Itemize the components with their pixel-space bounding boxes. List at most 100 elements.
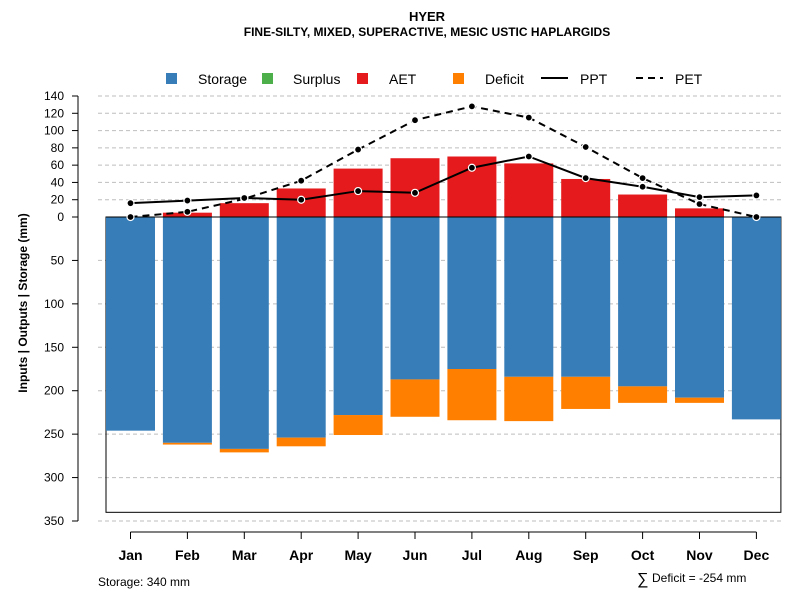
y-tick-label: 60 <box>51 158 65 172</box>
x-tick-label-jul: Jul <box>462 547 482 563</box>
x-tick-label-nov: Nov <box>686 547 713 563</box>
x-tick-label-dec: Dec <box>744 547 770 563</box>
deficit-bar-jul <box>447 369 497 421</box>
pet-point-apr <box>297 176 306 185</box>
aet-bar-nov <box>675 208 724 217</box>
ppt-point-may <box>354 186 363 196</box>
aet-bar-sep <box>561 178 611 217</box>
storage-bar-may <box>333 217 383 416</box>
storage-note: Storage: 340 mm <box>98 575 190 589</box>
storage-bar-nov <box>675 217 724 398</box>
y-tick-label: 200 <box>44 384 64 398</box>
deficit-sum-symbol: ∑ <box>637 571 648 588</box>
y-tick-label: 300 <box>44 471 64 485</box>
x-tick-label-may: May <box>344 547 371 563</box>
deficit-note: Deficit = -254 mm <box>652 571 746 585</box>
storage-bar-jun <box>390 217 440 380</box>
chart-title: HYER <box>409 9 446 24</box>
y-tick-label: 80 <box>51 141 65 155</box>
legend-label-storage: Storage <box>198 71 247 87</box>
lines-group <box>126 102 761 222</box>
x-tick-label-feb: Feb <box>175 547 200 563</box>
legend-label-surplus: Surplus <box>293 71 340 87</box>
ppt-point-jul <box>467 163 476 172</box>
ppt-point-nov <box>695 193 704 202</box>
storage-bar-apr <box>276 217 326 438</box>
legend-label-deficit: Deficit <box>485 71 524 87</box>
ppt-point-apr <box>297 195 306 204</box>
ppt-point-jan <box>126 199 135 208</box>
x-tick-label-aug: Aug <box>515 547 542 563</box>
storage-bar-oct <box>618 217 668 387</box>
x-tick-label-mar: Mar <box>232 547 257 563</box>
deficit-bar-nov <box>675 397 724 403</box>
x-tick-label-oct: Oct <box>631 547 655 563</box>
y-tick-label: 150 <box>44 340 64 354</box>
aet-bar-jun <box>390 158 440 217</box>
aet-bar-aug <box>504 163 554 217</box>
ppt-point-feb <box>183 196 192 205</box>
y-tick-label: 100 <box>44 124 64 138</box>
legend-label-aet: AET <box>389 71 417 87</box>
storage-bar-mar <box>219 217 269 449</box>
storage-bar-feb <box>162 217 212 443</box>
y-tick-label: 40 <box>51 175 65 189</box>
deficit-bar-sep <box>561 376 611 409</box>
pet-point-jan <box>126 212 135 222</box>
deficit-bar-oct <box>618 386 668 403</box>
y-tick-label: 140 <box>44 89 64 103</box>
y-tick-label: 50 <box>51 253 65 267</box>
aet-bar-mar <box>219 203 269 217</box>
ppt-point-oct <box>638 182 647 191</box>
y-tick-label: 0 <box>57 210 64 224</box>
storage-bar-aug <box>504 217 554 377</box>
legend-label-ppt: PPT <box>580 71 608 87</box>
y-tick-label: 120 <box>44 106 64 120</box>
pet-point-feb <box>183 207 192 216</box>
pet-point-oct <box>638 174 647 183</box>
deficit-bar-feb <box>162 442 212 445</box>
deficit-bar-may <box>333 415 383 436</box>
pet-point-aug <box>524 113 533 122</box>
bars-group <box>106 156 781 453</box>
storage-bar-sep <box>561 217 611 377</box>
axes-group: 0 20 40 60 80 100 120 140 50 100 150 200 250 300 350 Ja… <box>44 89 769 563</box>
ppt-point-mar <box>240 193 249 203</box>
chart-subtitle: FINE-SILTY, MIXED, SUPERACTIVE, MESIC US… <box>244 25 610 39</box>
pet-point-dec <box>752 212 761 222</box>
deficit-bar-apr <box>276 437 326 447</box>
x-tick-label-sep: Sep <box>573 547 599 563</box>
deficit-bar-aug <box>504 376 554 422</box>
deficit-bar-mar <box>219 448 269 453</box>
pet-point-jun <box>410 116 420 125</box>
legend-label-pet: PET <box>675 71 703 87</box>
ppt-point-aug <box>524 152 533 161</box>
legend-swatch-surplus <box>262 73 273 84</box>
legend-swatch-storage <box>166 73 177 84</box>
storage-bar-dec <box>731 217 781 420</box>
y-tick-label: 20 <box>51 193 65 207</box>
storage-bar-jan <box>106 217 155 431</box>
ppt-point-dec <box>752 191 761 200</box>
pet-point-sep <box>581 142 590 152</box>
aet-bar-oct <box>618 194 668 217</box>
ppt-point-sep <box>581 174 590 183</box>
pet-point-jul <box>467 102 476 111</box>
storage-bar-jul <box>447 217 497 369</box>
legend-swatch-aet <box>357 73 368 84</box>
y-tick-label: 350 <box>44 514 64 528</box>
y-tick-label: 250 <box>44 427 64 441</box>
y-tick-label: 100 <box>44 297 64 311</box>
x-tick-label-jan: Jan <box>118 547 142 563</box>
x-tick-label-apr: Apr <box>289 547 314 563</box>
deficit-bar-jun <box>390 379 440 417</box>
ppt-line <box>130 155 757 205</box>
legend-swatch-deficit <box>453 73 464 84</box>
legend: Storage Surplus AET Deficit PPT PET <box>166 71 703 87</box>
pet-point-may <box>354 145 363 154</box>
x-tick-label-jun: Jun <box>403 547 428 563</box>
ppt-point-jun <box>410 188 420 197</box>
pet-point-nov <box>695 199 704 209</box>
y-axis-label: Inputs | Outputs | Storage (mm) <box>16 213 30 392</box>
